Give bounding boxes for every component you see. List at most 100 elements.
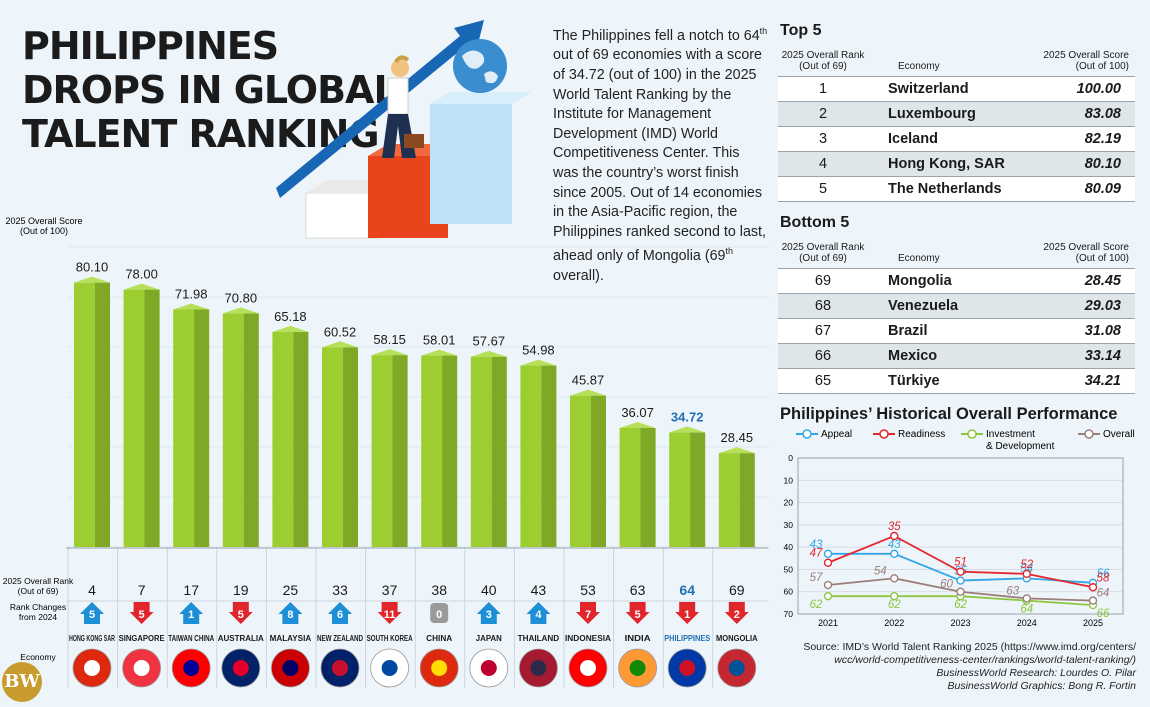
score-cell: 100.00 bbox=[1039, 76, 1135, 102]
rank-change-value: 5 bbox=[238, 609, 244, 621]
bar bbox=[470, 356, 492, 547]
x-tick-label: 2021 bbox=[818, 618, 838, 628]
data-label: 63 bbox=[1006, 585, 1019, 597]
arrow-shape bbox=[228, 602, 253, 624]
arrow-shape bbox=[476, 602, 501, 624]
flag-emblem bbox=[84, 660, 100, 676]
arrow-shape bbox=[377, 602, 402, 624]
title-line-1: PHILIPPINES bbox=[22, 24, 279, 68]
flag-emblem bbox=[183, 660, 200, 676]
rank-label: 38 bbox=[431, 582, 447, 598]
rank-change-value: 0 bbox=[436, 609, 442, 621]
economy-label: INDONESIA bbox=[565, 634, 611, 643]
y-tick-label: 10 bbox=[784, 475, 794, 485]
economy-label: TAIWAN CHINA bbox=[168, 634, 214, 643]
y-tick-label: 40 bbox=[784, 542, 794, 552]
bar-side bbox=[442, 355, 458, 547]
legend-marker bbox=[1084, 429, 1094, 439]
economy-label: PHILIPPINES bbox=[664, 634, 711, 643]
bar-side bbox=[392, 355, 408, 547]
legend-item: Overall bbox=[1078, 429, 1135, 440]
table-row: 69 Mongolia 28.45 bbox=[778, 268, 1135, 294]
table-row: 3 Iceland 82.19 bbox=[778, 126, 1135, 152]
rank-label: 37 bbox=[382, 582, 398, 598]
economy-cell: Luxembourg bbox=[868, 101, 1039, 127]
data-label: 66 bbox=[1097, 608, 1110, 620]
flag-emblem bbox=[728, 660, 745, 676]
rank-up-icon bbox=[476, 602, 501, 624]
intro-text-1: The Philippines fell a notch to 64 bbox=[553, 27, 760, 44]
south-korea-flag bbox=[370, 648, 410, 688]
rank-up-icon bbox=[278, 602, 303, 624]
bar bbox=[718, 453, 740, 547]
data-label: 56 bbox=[1097, 568, 1110, 580]
rank-change-value: 4 bbox=[535, 609, 542, 621]
bar-top bbox=[520, 359, 557, 366]
legend-item: Investment& Development bbox=[961, 429, 1055, 452]
rank-cell: 69 bbox=[778, 268, 868, 294]
series-point bbox=[1022, 594, 1031, 603]
rank-cell: 2 bbox=[778, 101, 868, 127]
bar-top bbox=[718, 447, 755, 454]
table-row: 65 Türkiye 34.21 bbox=[778, 368, 1135, 394]
y-tick-label: 50 bbox=[784, 564, 794, 574]
top5-header-economy: Economy bbox=[898, 61, 940, 72]
y-tick-label: 30 bbox=[784, 520, 794, 530]
legend-label: Investment bbox=[986, 429, 1035, 440]
series-point bbox=[890, 591, 899, 601]
economy-label: INDIA bbox=[625, 634, 651, 643]
bar-value-label: 78.00 bbox=[125, 267, 158, 282]
rank-up-icon bbox=[328, 602, 352, 624]
new-zealand-flag bbox=[320, 648, 360, 688]
malaysia-flag bbox=[270, 648, 310, 688]
y-axis-label: 2025 Overall Score bbox=[5, 216, 82, 226]
legend-label-2: & Development bbox=[986, 441, 1055, 452]
rank-cell: 66 bbox=[778, 343, 868, 369]
economy-cell: Switzerland bbox=[868, 76, 1039, 102]
bar-top bbox=[222, 307, 259, 314]
legend-item: Readiness bbox=[873, 429, 945, 440]
rank-same-icon bbox=[430, 603, 449, 623]
bar-value-label: 80.10 bbox=[76, 260, 109, 275]
bar-top bbox=[322, 341, 358, 348]
series-point bbox=[823, 549, 833, 559]
arrow-shape bbox=[278, 602, 303, 624]
y-axis-label-unit: (Out of 100) bbox=[20, 226, 68, 236]
rank-cell: 68 bbox=[778, 293, 868, 319]
rank-up-icon bbox=[179, 602, 204, 624]
bar-top bbox=[470, 350, 507, 357]
data-label: 35 bbox=[888, 521, 901, 533]
data-label: 64 bbox=[1020, 604, 1033, 616]
bar-group bbox=[272, 325, 309, 547]
bar-side bbox=[194, 309, 210, 547]
bar-top bbox=[421, 349, 458, 356]
bar-side bbox=[690, 432, 706, 547]
rank-up-icon bbox=[526, 602, 551, 624]
series-point bbox=[823, 580, 833, 590]
x-tick-label: 2024 bbox=[1017, 618, 1037, 628]
series-point bbox=[1022, 569, 1031, 579]
table-row: 2 Luxembourg 83.08 bbox=[778, 101, 1135, 127]
table-row: 68 Venezuela 29.03 bbox=[778, 293, 1135, 319]
score-cell: 31.08 bbox=[1039, 318, 1135, 344]
flag-emblem bbox=[381, 660, 398, 676]
taiwan-flag bbox=[171, 648, 211, 688]
intro-sup-2: th bbox=[725, 246, 733, 257]
top5-header-score: 2025 Overall Score (Out of 100) bbox=[1043, 50, 1129, 72]
arrow-shape bbox=[328, 602, 352, 624]
bar-top bbox=[619, 421, 656, 428]
history-line-chart: Appeal Readiness Investment& Development Ov… bbox=[784, 429, 1135, 628]
rank-change-value: 5 bbox=[635, 609, 641, 621]
bar-value-label: 71.98 bbox=[175, 286, 208, 301]
flag-emblem bbox=[530, 660, 547, 676]
bar-side bbox=[342, 347, 358, 547]
bar-side bbox=[541, 365, 557, 547]
hong-kong-flag bbox=[72, 648, 112, 688]
source-credits: Source: IMD’s World Talent Ranking 2025 … bbox=[803, 641, 1136, 693]
bar bbox=[421, 355, 443, 547]
bar bbox=[669, 432, 691, 547]
rank-down-icon bbox=[377, 602, 402, 624]
bottom5-table: 2025 Overall Rank (Out of 69) Economy 20… bbox=[778, 242, 1135, 394]
flag-emblem bbox=[480, 660, 497, 676]
economy-label: CHINA bbox=[426, 634, 452, 643]
